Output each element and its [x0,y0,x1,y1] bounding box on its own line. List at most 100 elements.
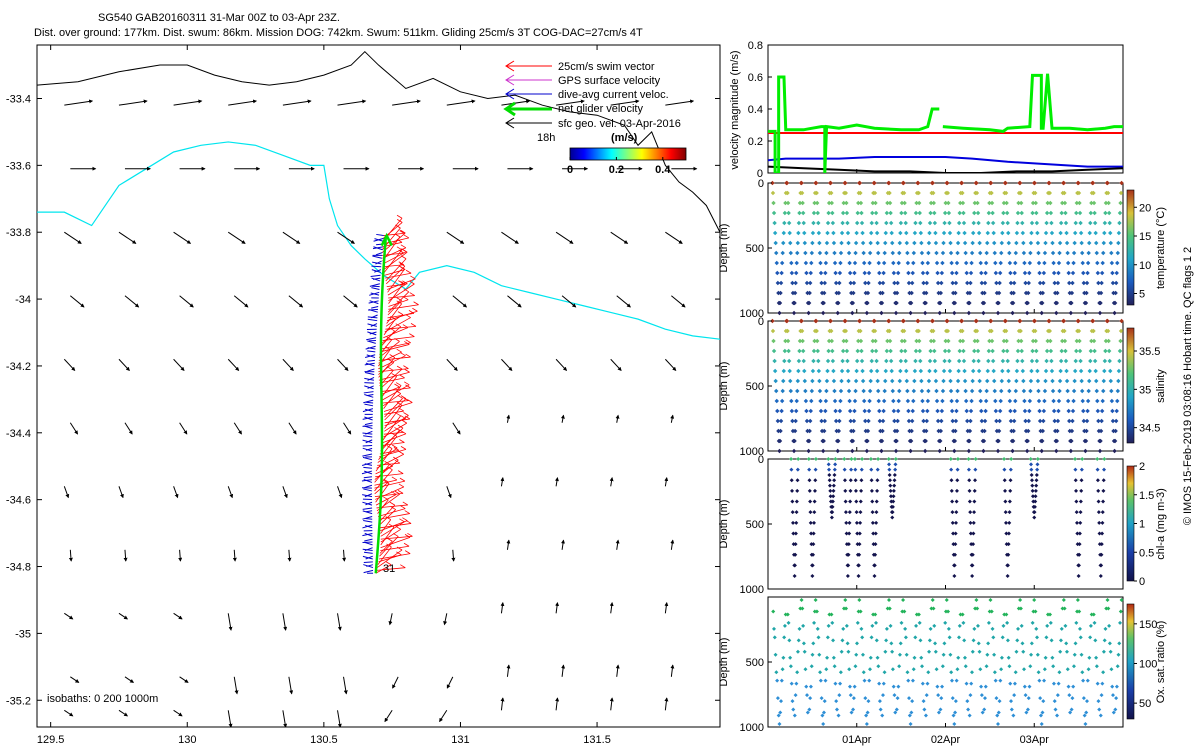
oxygen-point [1081,678,1086,683]
oxygen-point [821,710,826,715]
oxygen-point [882,670,887,675]
sfc-vel-arrow [443,613,448,626]
swim-vector [380,535,413,540]
swim-vector [383,432,404,435]
profile-point [837,280,842,286]
dac-vector [363,435,373,438]
profile-point [802,378,808,384]
oxygen-point [1069,707,1074,712]
profile-point [832,260,838,266]
chla-point [949,478,954,483]
profile-point [1073,358,1078,364]
profile-point [1098,300,1103,306]
chla-point [793,542,798,547]
profile-point [791,310,797,316]
profile-point [898,368,903,374]
oxygen-point [875,655,880,660]
swim-vector-head [409,292,415,296]
oxygen-point [1053,707,1058,712]
profile-point [1087,240,1092,246]
sfc-vel-arrow [282,613,288,631]
profile-point [839,368,845,374]
swim-vector [378,513,410,520]
title-line-1: SG540 GAB20160311 31-Mar 00Z to 03-Apr 2… [98,12,340,24]
swim-vector [382,400,409,404]
oxygen-point [780,667,785,672]
chla-point [890,510,895,515]
profile-point [1076,190,1082,196]
oxygen-point [890,649,895,654]
profile-point [1054,448,1059,454]
chla-point [1095,457,1100,461]
profile-point [1101,240,1106,246]
profile-point [1056,260,1062,266]
swim-vector-head [400,505,406,509]
oxygen-point [816,635,821,640]
oxygen-point [888,623,893,628]
profile-point [801,358,806,364]
profile-point [972,210,977,216]
profile-point [865,290,871,296]
profile-point [796,220,802,226]
oxygen-point [1064,641,1069,646]
swim-vector [385,325,417,330]
oxygen-point [944,598,949,602]
map-y-tick-label: -33.8 [6,227,31,239]
profile-point [789,270,795,276]
profile-point [948,240,953,246]
chla-point [953,520,958,525]
profile-point [1057,240,1063,246]
sfc-vel-arrow [70,676,80,683]
profile-point [1042,260,1047,266]
profile-point [952,448,957,454]
chla-point [953,531,958,536]
profile-point [858,328,863,334]
dac-vector [362,445,373,447]
sfc-vel-arrow [227,231,246,244]
oxygen-point [1029,641,1034,646]
swim-vector-head [400,415,406,419]
profile-point [924,418,929,424]
profile-point [1008,280,1014,286]
profile-point [843,180,848,186]
chla-point [808,520,813,525]
profile-point [942,220,947,226]
chla-point [1073,467,1078,472]
profile-point [832,250,837,256]
profile-point [881,260,887,266]
oxygen-point [848,693,853,698]
chla-point [1075,520,1080,525]
profile-point [997,408,1003,414]
chla-point [808,499,813,504]
swim-vector-head [404,415,411,420]
profile-point [817,250,823,256]
oxygen-point [792,713,797,718]
profile-point [909,290,914,296]
chla-point [1002,467,1007,472]
map-x-ticks: 129.5 130 130.5 131 131.5 [37,45,611,746]
chla-point [876,457,881,461]
profile-point [1096,418,1101,424]
profile-point [1102,358,1108,364]
oxygen-point [817,652,822,657]
profile-point [985,240,990,246]
profile-point [959,180,965,186]
profile-point [896,260,901,266]
oxygen-point [853,664,858,669]
oxygen-point [960,612,965,617]
sfc-vel-arrow [561,295,577,308]
colorbar-tick-label: 15 [1139,231,1151,243]
depth-tick-label: 1000 [740,308,764,320]
profile-point [1112,448,1117,454]
profile-point [836,428,842,434]
profile-point [1105,190,1111,196]
oxygen-point [793,693,798,698]
oxygen-point [1087,655,1092,660]
profile-point [884,358,889,364]
profile-point [1060,200,1065,206]
profile-point [866,280,871,286]
profile-point [1007,250,1012,256]
oxygen-point [1074,620,1079,625]
oxygen-point [979,684,984,689]
salinity-colorbar-label: salinity [1155,369,1167,403]
